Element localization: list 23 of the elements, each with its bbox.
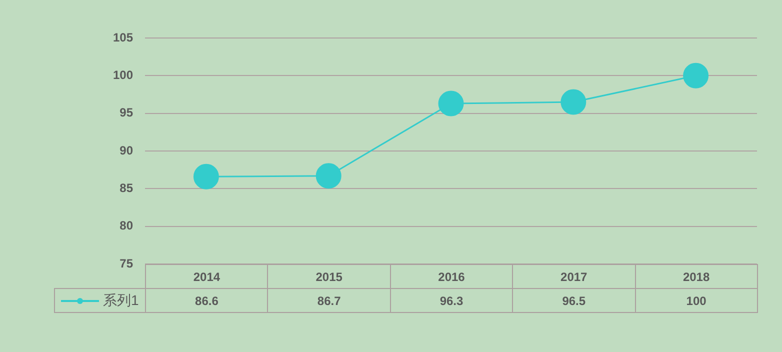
point (316, 163, 342, 189)
data-label: 96.5 (512, 288, 636, 313)
x-tick-label: 2017 (512, 264, 636, 289)
data-label: 86.7 (267, 288, 391, 313)
point (193, 164, 219, 190)
data-label: 96.3 (390, 288, 514, 313)
y-tick-label: 100 (112, 68, 134, 82)
x-tick-label: 2018 (634, 264, 758, 289)
y-tick-label: 105 (112, 30, 134, 44)
point (438, 90, 464, 116)
x-tick-label: 2015 (267, 264, 391, 289)
x-tick-label: 2014 (145, 264, 268, 289)
legend-label: 系列1 (103, 292, 139, 310)
y-tick-label: 95 (120, 106, 134, 120)
y-tick-label: 80 (120, 218, 134, 233)
y-tick-label: 90 (120, 143, 134, 158)
point (560, 89, 586, 115)
y-tick-label: 85 (120, 180, 134, 195)
x-tick-label: 2016 (390, 264, 514, 289)
point (683, 62, 709, 88)
data-label: 100 (634, 288, 758, 313)
y-tick-label: 75 (120, 256, 134, 270)
data-label: 86.6 (145, 288, 268, 313)
